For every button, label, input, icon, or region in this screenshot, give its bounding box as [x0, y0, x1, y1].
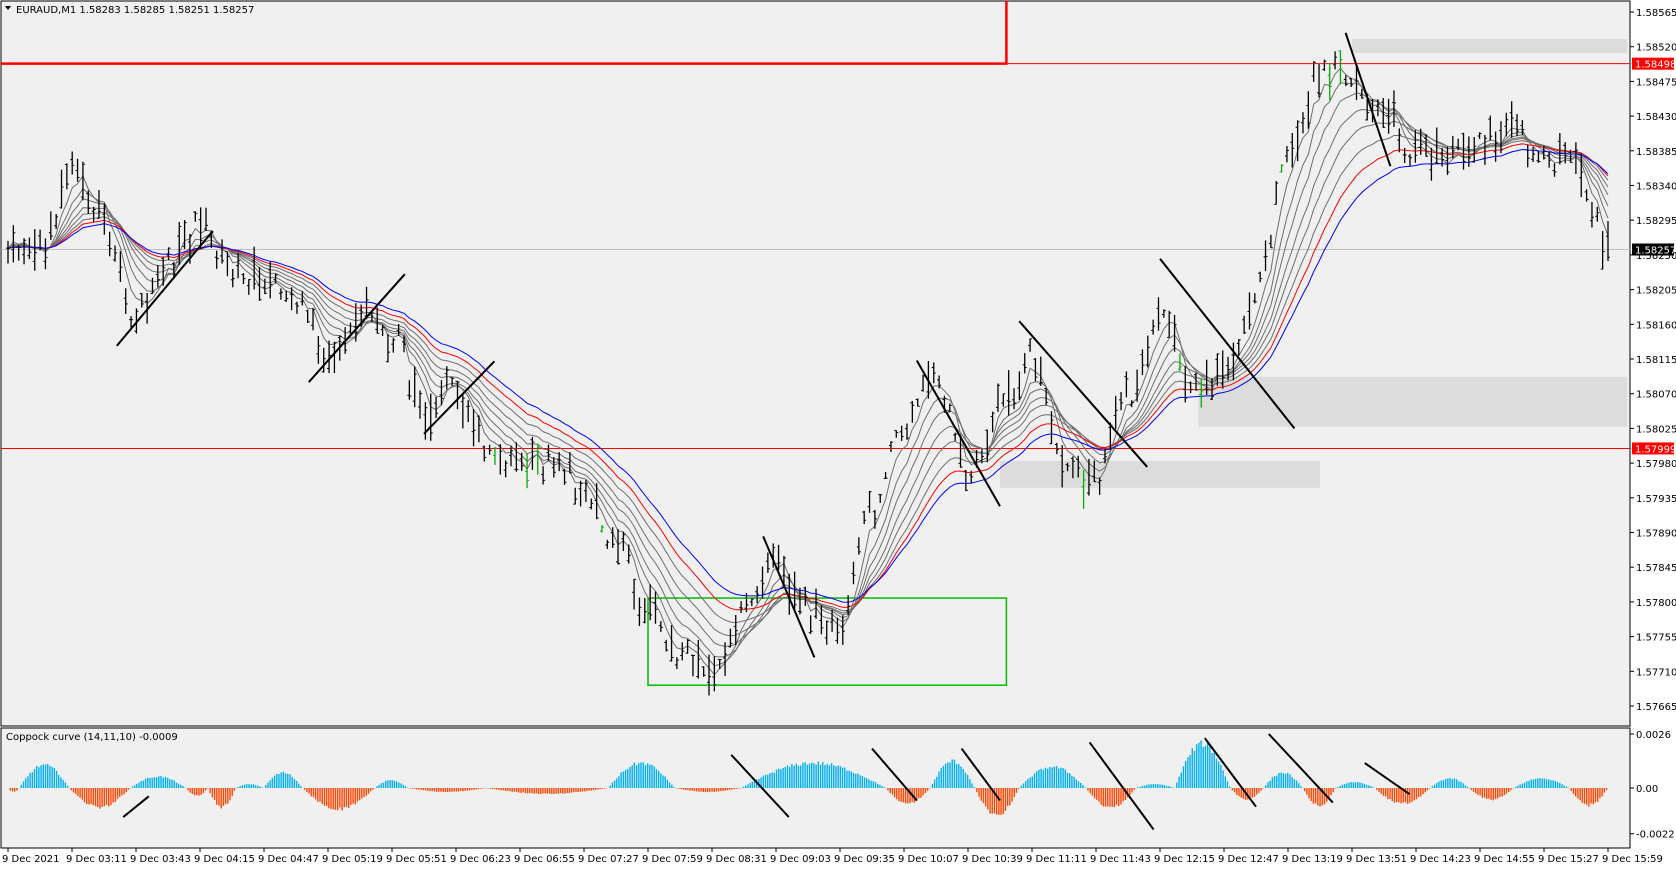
price-tick-label: 1.57710 — [1636, 667, 1676, 678]
gray-zone — [1198, 376, 1628, 427]
indicator-trend-line — [960, 747, 1001, 802]
trend-line — [1344, 32, 1392, 167]
price-level-tag — [1632, 57, 1674, 70]
green-zone-box — [647, 597, 1008, 686]
trend-line — [762, 535, 816, 658]
indicator-trend-line — [730, 754, 790, 818]
price-tick-label: 1.58160 — [1636, 320, 1676, 331]
time-tick-label: 9 Dec 06:55 — [514, 854, 575, 865]
time-tick-label: 9 Dec 12:15 — [1154, 854, 1215, 865]
price-tick-label: 1.58520 — [1636, 43, 1676, 54]
trend-line — [308, 273, 406, 383]
time-tick-label: 9 Dec 10:07 — [898, 854, 959, 865]
trend-line — [116, 230, 214, 347]
trend-line — [1018, 320, 1148, 468]
time-tick-label: 9 Dec 14:55 — [1474, 854, 1535, 865]
indicator-tick-label: 0.0026 — [1636, 730, 1671, 741]
time-tick-label: 9 Dec 15:27 — [1538, 854, 1599, 865]
price-tick-label: 1.58385 — [1636, 147, 1676, 158]
horizontal-levels — [1, 63, 1630, 449]
moving-average-line — [7, 135, 1609, 624]
price-level-tag-label: 1.58257 — [1635, 246, 1676, 257]
price-tick-label: 1.58025 — [1636, 424, 1676, 435]
symbol-title: EURAUD,M1 1.58283 1.58285 1.58251 1.5825… — [16, 5, 254, 16]
trend-lines — [116, 32, 1392, 658]
coppock-histogram — [9, 740, 1608, 815]
price-level-tag — [1632, 243, 1674, 256]
price-tick-label: 1.57665 — [1636, 702, 1676, 713]
indicator-axis: 0.0026 0.00 -0.0022 — [1630, 730, 1675, 841]
moving-average-line — [7, 143, 1609, 611]
time-tick-label: 9 Dec 13:51 — [1346, 854, 1407, 865]
moving-average-line — [7, 67, 1609, 676]
price-tick-label: 1.58565 — [1636, 8, 1676, 19]
indicator-trend-line — [871, 747, 918, 802]
indicator-trend-lines — [122, 733, 1411, 831]
price-tick-label: 1.57755 — [1636, 633, 1676, 644]
time-tick-label: 9 Dec 08:31 — [706, 854, 767, 865]
price-tick-label: 1.57800 — [1636, 598, 1676, 609]
price-tick-label: 1.57980 — [1636, 459, 1676, 470]
moving-average-line — [7, 148, 1609, 603]
time-tick-label: 9 Dec 2021 — [2, 854, 60, 865]
price-tick-label: 1.58475 — [1636, 77, 1676, 88]
trend-line — [915, 360, 1001, 507]
time-tick-label: 9 Dec 05:19 — [322, 854, 383, 865]
time-tick-label: 9 Dec 12:47 — [1218, 854, 1279, 865]
time-tick-label: 9 Dec 09:35 — [834, 854, 895, 865]
time-tick-label: 9 Dec 06:23 — [450, 854, 511, 865]
price-level-tag-label: 1.57999 — [1635, 444, 1676, 455]
time-tick-label: 9 Dec 04:47 — [258, 854, 319, 865]
price-level-tag — [1632, 442, 1674, 455]
price-tick-label: 1.57845 — [1636, 563, 1676, 574]
trend-line — [423, 360, 496, 435]
moving-average-line — [7, 108, 1609, 647]
indicator-trend-line — [1268, 733, 1334, 804]
time-tick-label: 9 Dec 03:11 — [66, 854, 127, 865]
time-tick-label: 9 Dec 04:15 — [194, 854, 255, 865]
price-level-tag-label: 1.58498 — [1635, 60, 1676, 71]
gray-zone — [1000, 460, 1320, 488]
time-tick-label: 9 Dec 07:27 — [578, 854, 639, 865]
time-tick-label: 9 Dec 05:51 — [386, 854, 447, 865]
price-tick-label: 1.58205 — [1636, 286, 1676, 297]
indicator-trend-line — [1364, 762, 1411, 796]
price-bars — [6, 50, 1610, 696]
price-tick-label: 1.57935 — [1636, 494, 1676, 505]
trend-line — [1159, 258, 1296, 430]
time-tick-label: 9 Dec 10:39 — [962, 854, 1023, 865]
price-axis: 1.58565 1.58520 1.58475 1.58430 1.58385 1.583… — [1630, 8, 1676, 713]
indicator-trend-line — [122, 795, 150, 818]
price-tick-label: 1.58250 — [1636, 251, 1676, 262]
price-tick-label: 1.58295 — [1636, 216, 1676, 227]
moving-averages — [7, 67, 1609, 676]
indicator-trend-line — [1203, 737, 1257, 808]
time-tick-label: 9 Dec 07:59 — [642, 854, 703, 865]
time-tick-label: 9 Dec 13:19 — [1282, 854, 1343, 865]
time-tick-label: 9 Dec 11:11 — [1026, 854, 1087, 865]
time-tick-label: 9 Dec 03:43 — [130, 854, 191, 865]
gray-zone — [1352, 38, 1628, 53]
time-tick-label: 9 Dec 09:03 — [770, 854, 831, 865]
price-tick-label: 1.58070 — [1636, 390, 1676, 401]
price-tick-label: 1.58430 — [1636, 112, 1676, 123]
indicator-tick-label: 0.00 — [1636, 784, 1658, 795]
price-tick-label: 1.58340 — [1636, 182, 1676, 193]
time-tick-label: 9 Dec 15:59 — [1602, 854, 1663, 865]
price-tick-label: 1.57890 — [1636, 529, 1676, 540]
time-tick-label: 9 Dec 11:43 — [1090, 854, 1151, 865]
price-tick-label: 1.58115 — [1636, 355, 1676, 366]
indicator-trend-line — [1088, 741, 1155, 831]
collapse-arrow-icon[interactable] — [5, 6, 11, 10]
indicator-tick-label: -0.0022 — [1636, 830, 1675, 841]
price-panel[interactable]: EURAUD,M1 1.58283 1.58285 1.58251 1.5825… — [0, 0, 1631, 727]
indicator-title: Coppock curve (14,11,10) -0.0009 — [6, 732, 178, 743]
indicator-panel[interactable]: Coppock curve (14,11,10) -0.0009 — [0, 727, 1631, 849]
time-tick-label: 9 Dec 14:23 — [1410, 854, 1471, 865]
time-axis: 9 Dec 2021 9 Dec 03:11 9 Dec 03:43 9 Dec 04… — [2, 848, 1663, 865]
